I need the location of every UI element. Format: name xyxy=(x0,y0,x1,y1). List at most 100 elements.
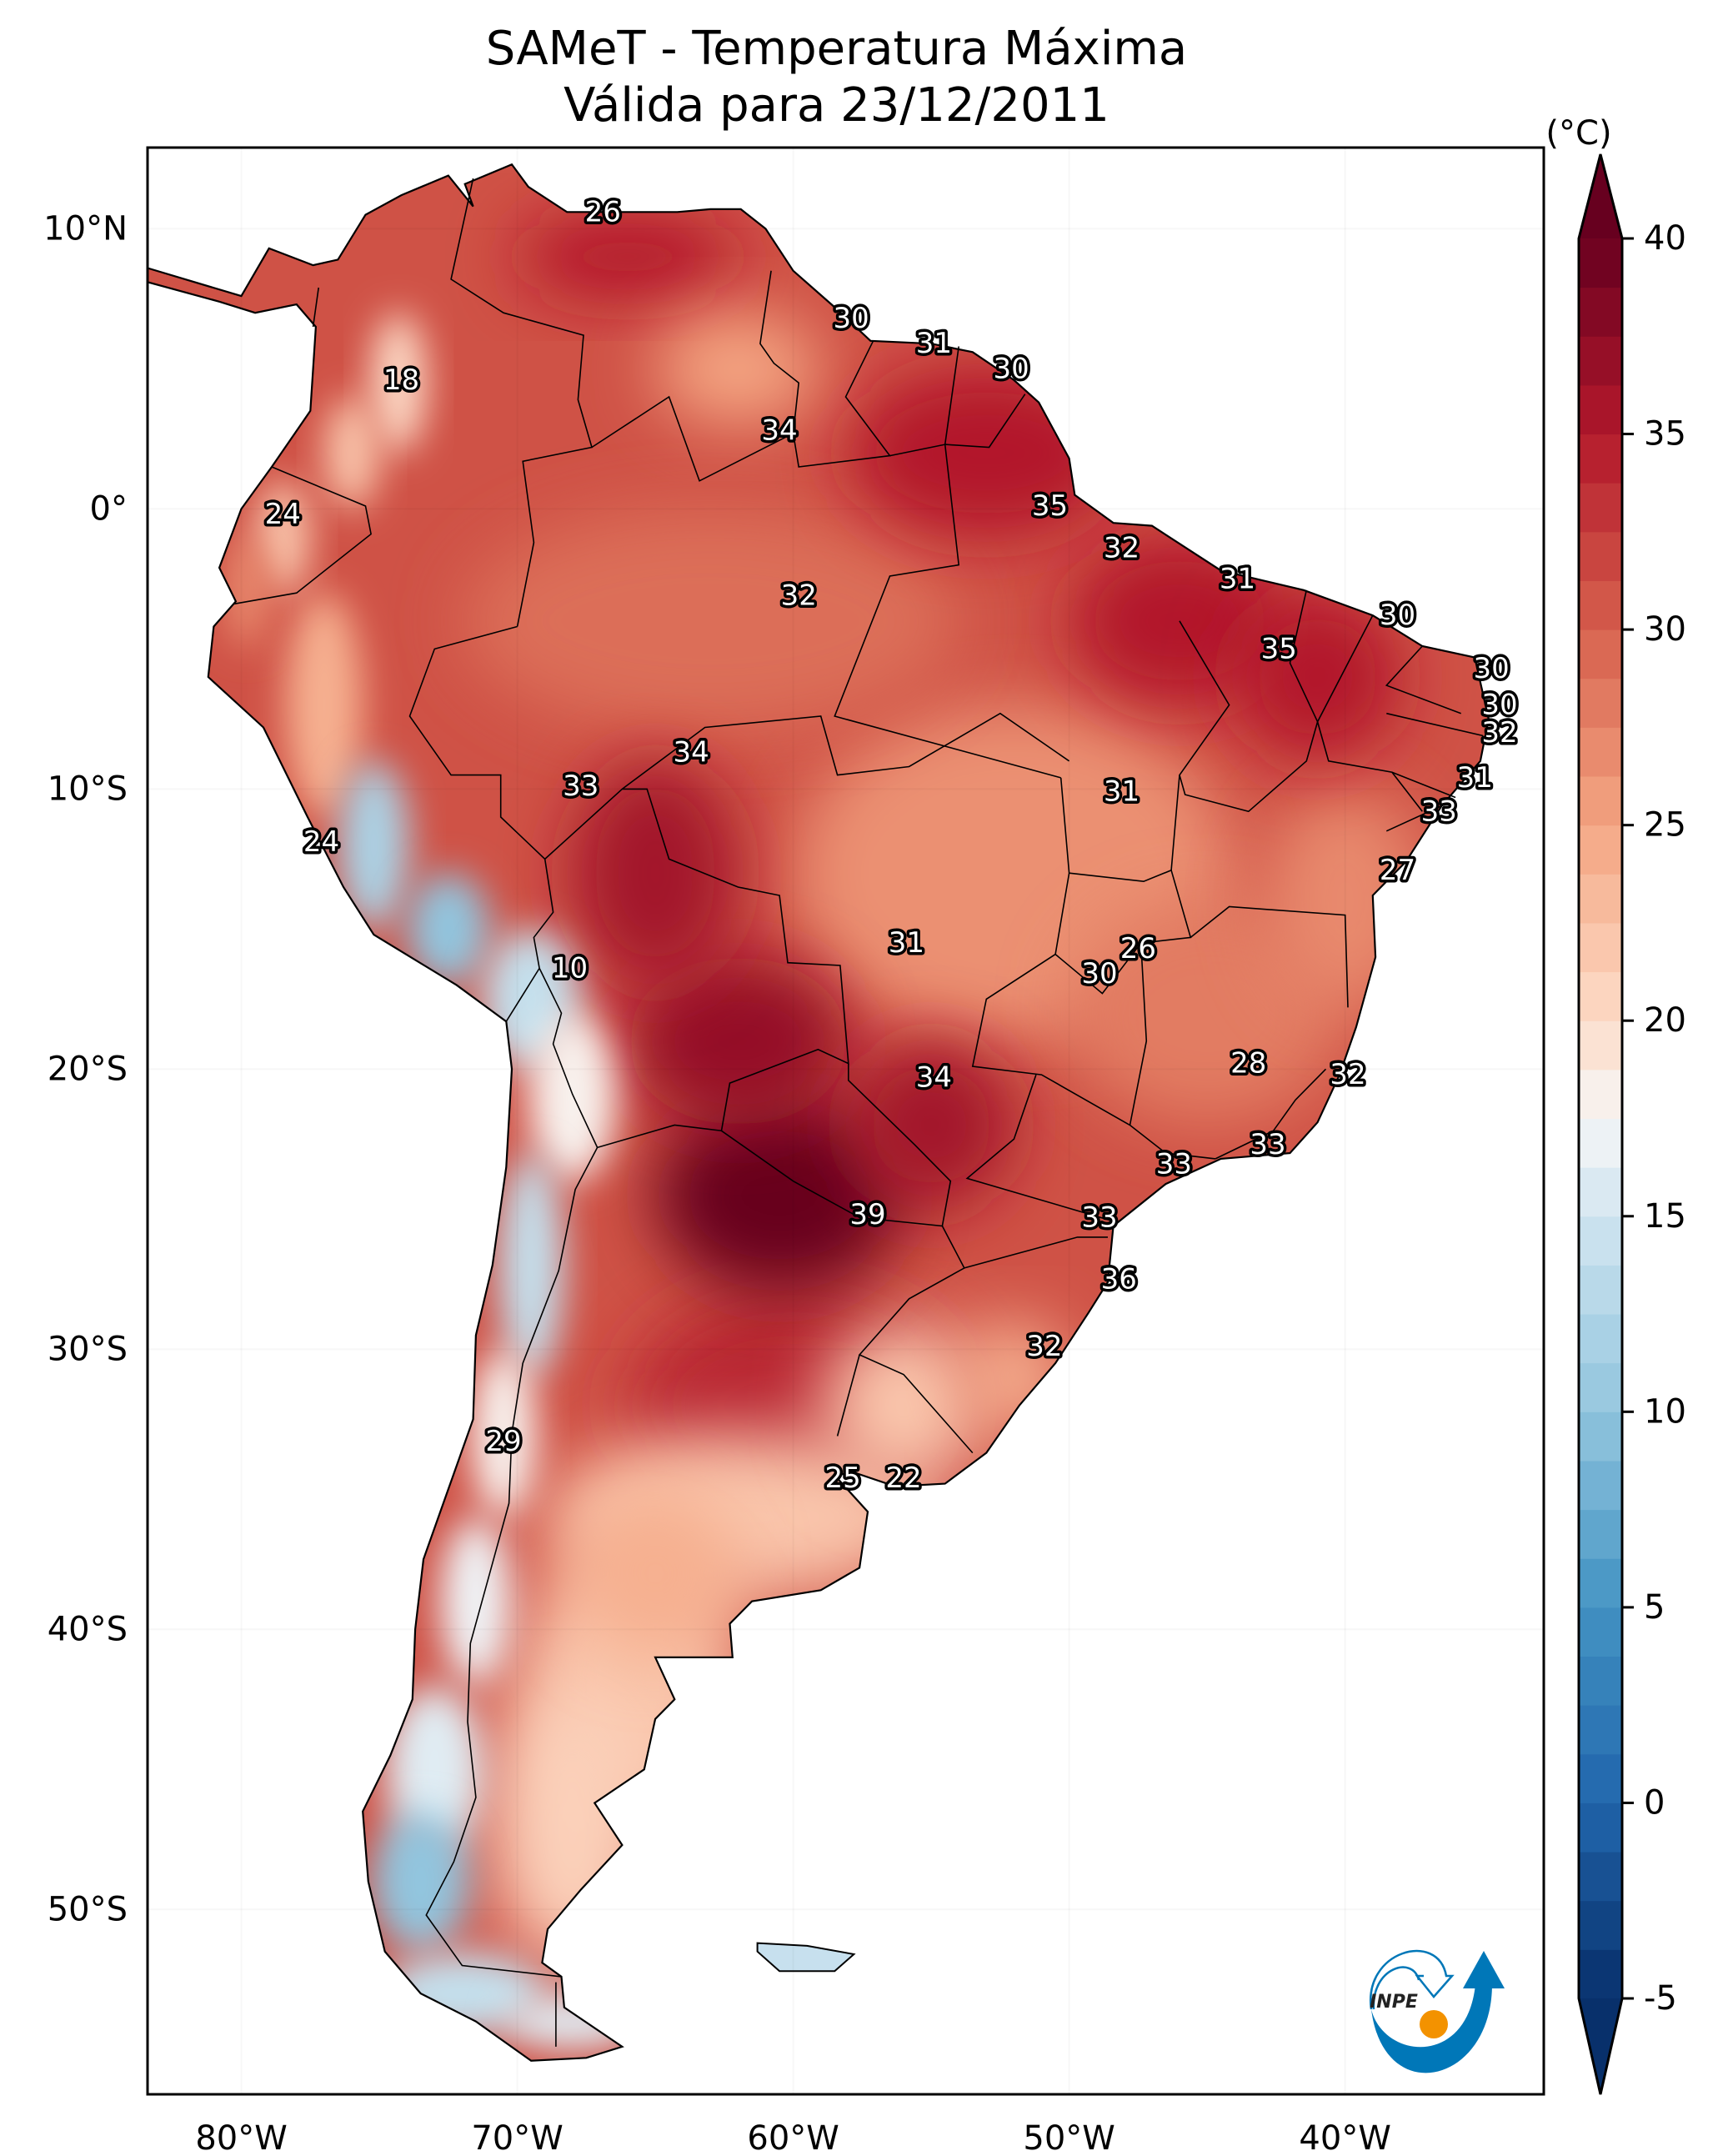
colorbar-tick-label: 0 xyxy=(1644,1783,1665,1822)
colorbar-band xyxy=(1579,336,1622,386)
station-value-label: 34 xyxy=(673,736,709,770)
border-line xyxy=(312,287,319,328)
field-patch xyxy=(489,1685,656,1966)
colorbar-band xyxy=(1579,825,1622,875)
border-line xyxy=(233,466,372,605)
station-value-label: 31 xyxy=(1104,775,1139,809)
y-tick-label: 10°S xyxy=(48,770,128,808)
colorbar-band xyxy=(1579,1460,1622,1511)
border-line xyxy=(1316,614,1423,812)
x-tick-label: 70°W xyxy=(471,2119,563,2156)
station-value-label: 30 xyxy=(833,302,869,335)
field-patch xyxy=(503,1993,642,2050)
station-value-label: 33 xyxy=(1156,1148,1192,1181)
field-patch xyxy=(528,1013,617,1181)
y-tick-label: 0° xyxy=(90,489,128,528)
colorbar-band xyxy=(1579,483,1622,533)
y-tick-label: 10°N xyxy=(43,209,128,248)
colorbar-band xyxy=(1579,1852,1622,1902)
chart-subtitle: Válida para 23/12/2011 xyxy=(563,78,1109,133)
border-line xyxy=(544,788,849,1149)
colorbar-band xyxy=(1579,384,1622,435)
border-line xyxy=(971,777,1216,1160)
field-patch xyxy=(371,313,427,454)
axes-frame xyxy=(146,146,1545,2096)
colorbar-tick-label: 20 xyxy=(1644,1001,1686,1040)
field-patch xyxy=(572,1489,739,1657)
logo-orbit-line-inner xyxy=(1372,1966,1420,2010)
station-value-label: 30 xyxy=(993,352,1029,385)
colorbar-band xyxy=(1579,727,1622,777)
coastline xyxy=(148,163,1490,2062)
station-value-label: 34 xyxy=(761,414,797,447)
station-value-label: 32 xyxy=(781,579,817,613)
y-tick-label: 40°S xyxy=(48,1610,128,1648)
colorbar-band xyxy=(1579,1705,1622,1755)
field-patch xyxy=(439,1517,512,1686)
station-value-label: 32 xyxy=(1481,716,1517,750)
colorbar-tick-label: 15 xyxy=(1644,1197,1686,1236)
border-line xyxy=(836,1354,860,1436)
station-value-label: 31 xyxy=(889,926,924,960)
colorbar-band xyxy=(1579,1314,1622,1364)
field-patch xyxy=(627,956,849,1126)
y-axis-ticks: 10°N 0° 10°S 20°S 30°S 40°S 50°S xyxy=(43,209,128,1928)
colorbar-band xyxy=(1579,531,1622,581)
field-patch xyxy=(285,593,363,817)
station-value-label: 33 xyxy=(563,770,599,803)
station-value-label: 33 xyxy=(1250,1128,1285,1161)
logo-orbit-line xyxy=(1370,1949,1455,2010)
field-patch xyxy=(407,873,490,985)
border-line xyxy=(1385,805,1442,832)
station-value-label: 22 xyxy=(885,1462,921,1495)
colorbar-band xyxy=(1579,1020,1622,1070)
logo-arrow-icon xyxy=(1463,1951,1505,1988)
field-patch xyxy=(655,1096,904,1294)
x-tick-label: 40°W xyxy=(1299,2119,1390,2156)
station-value-label: 35 xyxy=(1032,489,1068,523)
station-value-label: 26 xyxy=(1120,932,1156,965)
station-value-label: 33 xyxy=(1421,795,1457,828)
border-line xyxy=(1215,1068,1327,1160)
border-line xyxy=(1129,943,1148,1126)
border-line xyxy=(425,1147,599,1978)
colorbar-band xyxy=(1579,1509,1622,1559)
logo-sun-icon xyxy=(1420,2010,1448,2038)
border-line xyxy=(721,1063,952,1227)
falkland-islands xyxy=(756,1942,856,1973)
field-patch xyxy=(517,214,739,299)
chart-title: SAMeT - Temperatura Máxima xyxy=(485,22,1188,76)
colorbar-band xyxy=(1579,1167,1622,1217)
station-value-label: 39 xyxy=(849,1198,885,1231)
field-patch xyxy=(1235,593,1400,761)
colorbar-band xyxy=(1579,1216,1622,1266)
colorbar-band xyxy=(1579,1265,1622,1315)
station-value-label: 32 xyxy=(1026,1330,1062,1363)
colorbar-band xyxy=(1579,1558,1622,1608)
station-value-label: 24 xyxy=(303,825,339,859)
border-line xyxy=(591,270,800,482)
border-line xyxy=(1385,645,1461,714)
border-line xyxy=(621,712,1070,790)
logo-swoosh xyxy=(1371,1984,1492,2073)
colorbar-tick-label: 10 xyxy=(1644,1392,1686,1431)
y-tick-label: 50°S xyxy=(48,1890,128,1928)
border-line xyxy=(834,444,1061,779)
station-value-label: 36 xyxy=(1101,1262,1137,1296)
colorbar-band xyxy=(1579,776,1622,826)
border-line xyxy=(858,1226,974,1454)
colorbar-band xyxy=(1579,1118,1622,1168)
field-patch xyxy=(820,1321,987,1490)
colorbar-tick-label: -5 xyxy=(1644,1979,1677,2018)
x-tick-label: 60°W xyxy=(747,2119,839,2156)
field-patch xyxy=(498,1153,564,1377)
station-value-label: 10 xyxy=(552,951,588,985)
border-line xyxy=(1179,589,1319,813)
border-line xyxy=(1386,712,1484,737)
colorbar-band xyxy=(1579,1069,1622,1119)
station-value-label: 31 xyxy=(1457,761,1493,795)
colorbar-band xyxy=(1579,287,1622,337)
country-borders xyxy=(233,178,1484,2047)
